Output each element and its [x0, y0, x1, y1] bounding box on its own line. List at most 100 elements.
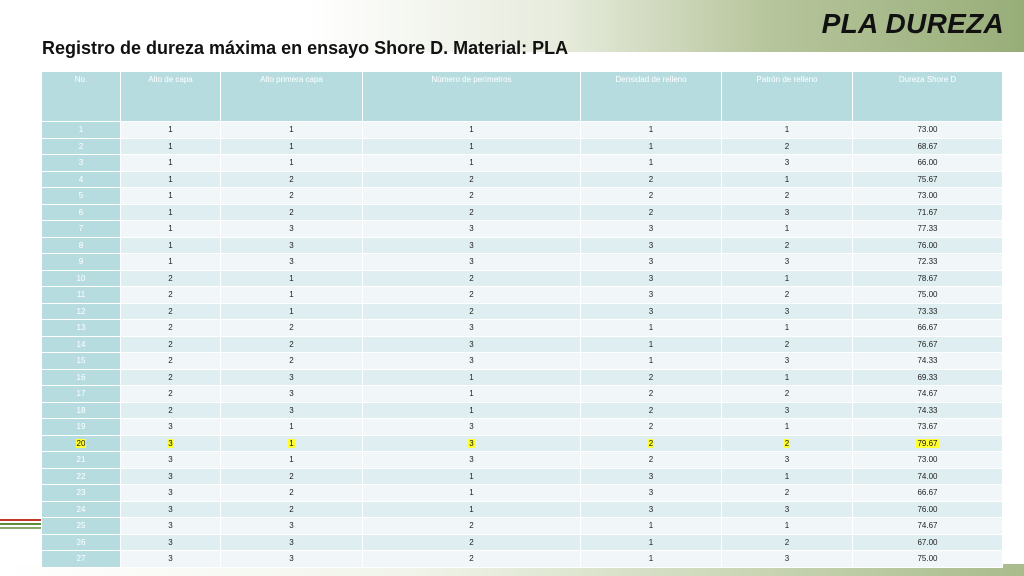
- cell-alto-capa: 1: [120, 170, 221, 188]
- cell-patron-relleno: 2: [721, 533, 853, 551]
- cell-no: 13: [41, 319, 121, 337]
- cell-patron-relleno: 2: [721, 484, 853, 502]
- cell-value: 2: [784, 389, 790, 399]
- cell-value: 1: [289, 141, 294, 151]
- cell-value: 3: [289, 240, 294, 250]
- cell-value: 1: [784, 323, 790, 333]
- cell-value: 1: [648, 323, 654, 333]
- cell-densidad-relleno: 1: [580, 533, 722, 551]
- cell-value: 3: [648, 290, 654, 300]
- cell-value: 68.67: [917, 141, 938, 151]
- cell-dureza: 73.00: [852, 451, 1003, 469]
- cell-no: 6: [41, 203, 121, 221]
- cell-dureza: 77.33: [852, 220, 1003, 238]
- cell-value: 2: [648, 372, 654, 382]
- cell-numero-perimetros: 3: [362, 220, 581, 238]
- cell-value: 76.00: [917, 240, 938, 250]
- cell-value: 2: [469, 537, 474, 547]
- table-row: 22 3 2 1 3 1 74.00: [41, 467, 1003, 485]
- cell-value: 1: [168, 141, 173, 151]
- cell-no: 5: [41, 187, 121, 205]
- cell-value: 2: [168, 389, 173, 399]
- cell-value: 3: [167, 438, 174, 448]
- cell-numero-perimetros: 3: [362, 352, 581, 370]
- cell-value: 3: [289, 389, 294, 399]
- cell-alto-capa: 1: [120, 187, 221, 205]
- cell-dureza: 73.67: [852, 418, 1003, 436]
- cell-alto-primera-capa: 1: [220, 154, 363, 172]
- cell-no: 25: [41, 517, 121, 535]
- cell-dureza: 74.33: [852, 352, 1003, 370]
- cell-value: 2: [648, 207, 654, 217]
- cell-value: 15: [76, 356, 86, 366]
- cell-numero-perimetros: 1: [362, 500, 581, 518]
- cell-value: 1: [168, 191, 173, 201]
- cell-alto-capa: 3: [120, 467, 221, 485]
- cell-value: 2: [289, 471, 294, 481]
- cell-value: 1: [784, 372, 790, 382]
- table-row: 1 1 1 1 1 1 73.00: [41, 121, 1003, 139]
- cell-numero-perimetros: 1: [362, 137, 581, 155]
- cell-numero-perimetros: 2: [362, 170, 581, 188]
- cell-alto-primera-capa: 1: [220, 418, 363, 436]
- cell-value: 3: [784, 504, 790, 514]
- cell-densidad-relleno: 1: [580, 335, 722, 353]
- cell-value: 1: [469, 488, 474, 498]
- cell-value: 3: [289, 405, 294, 415]
- table-row: 12 2 1 2 3 3 73.33: [41, 302, 1003, 320]
- cell-value: 76.67: [917, 339, 938, 349]
- cell-dureza: 66.00: [852, 154, 1003, 172]
- cell-dureza: 75.00: [852, 550, 1003, 568]
- cell-value: 3: [648, 488, 654, 498]
- cell-value: 1: [469, 504, 474, 514]
- cell-alto-capa: 2: [120, 302, 221, 320]
- cell-value: 25: [76, 521, 86, 531]
- cell-value: 72.33: [917, 257, 938, 267]
- cell-alto-capa: 3: [120, 550, 221, 568]
- table-row: 25 3 3 2 1 1 74.67: [41, 517, 1003, 535]
- cell-alto-primera-capa: 3: [220, 550, 363, 568]
- header-patron-relleno: Patrón de relleno: [721, 71, 853, 122]
- cell-no: 9: [41, 253, 121, 271]
- cell-no: 11: [41, 286, 121, 304]
- cell-value: 18: [76, 405, 86, 415]
- cell-alto-primera-capa: 3: [220, 385, 363, 403]
- cell-value: 2: [168, 372, 173, 382]
- cell-alto-primera-capa: 1: [220, 434, 363, 452]
- cell-alto-capa: 1: [120, 121, 221, 139]
- cell-numero-perimetros: 2: [362, 187, 581, 205]
- cell-patron-relleno: 1: [721, 368, 853, 386]
- cell-value: 13: [76, 323, 86, 333]
- cell-value: 3: [648, 504, 654, 514]
- table-row: 13 2 2 3 1 1 66.67: [41, 319, 1003, 337]
- cell-value: 16: [76, 372, 86, 382]
- cell-alto-capa: 3: [120, 451, 221, 469]
- cell-alto-capa: 3: [120, 517, 221, 535]
- cell-densidad-relleno: 1: [580, 137, 722, 155]
- cell-value: 3: [289, 521, 294, 531]
- cell-value: 2: [784, 488, 790, 498]
- cell-value: 3: [784, 257, 790, 267]
- cell-alto-capa: 2: [120, 286, 221, 304]
- cell-densidad-relleno: 2: [580, 451, 722, 469]
- cell-alto-primera-capa: 3: [220, 533, 363, 551]
- cell-value: 73.67: [917, 422, 938, 432]
- cell-no: 17: [41, 385, 121, 403]
- cell-value: 2: [784, 141, 790, 151]
- cell-alto-capa: 3: [120, 418, 221, 436]
- cell-numero-perimetros: 3: [362, 319, 581, 337]
- cell-value: 74.33: [917, 405, 938, 415]
- cell-patron-relleno: 3: [721, 302, 853, 320]
- cell-numero-perimetros: 1: [362, 121, 581, 139]
- table-row: 19 3 1 3 2 1 73.67: [41, 418, 1003, 436]
- cell-value: 24: [76, 504, 86, 514]
- cell-patron-relleno: 2: [721, 137, 853, 155]
- table-row: 9 1 3 3 3 3 72.33: [41, 253, 1003, 271]
- cell-alto-primera-capa: 2: [220, 203, 363, 221]
- cell-value: 3: [648, 306, 654, 316]
- cell-patron-relleno: 3: [721, 203, 853, 221]
- cell-numero-perimetros: 1: [362, 154, 581, 172]
- cell-alto-primera-capa: 2: [220, 352, 363, 370]
- cell-densidad-relleno: 3: [580, 286, 722, 304]
- cell-densidad-relleno: 3: [580, 467, 722, 485]
